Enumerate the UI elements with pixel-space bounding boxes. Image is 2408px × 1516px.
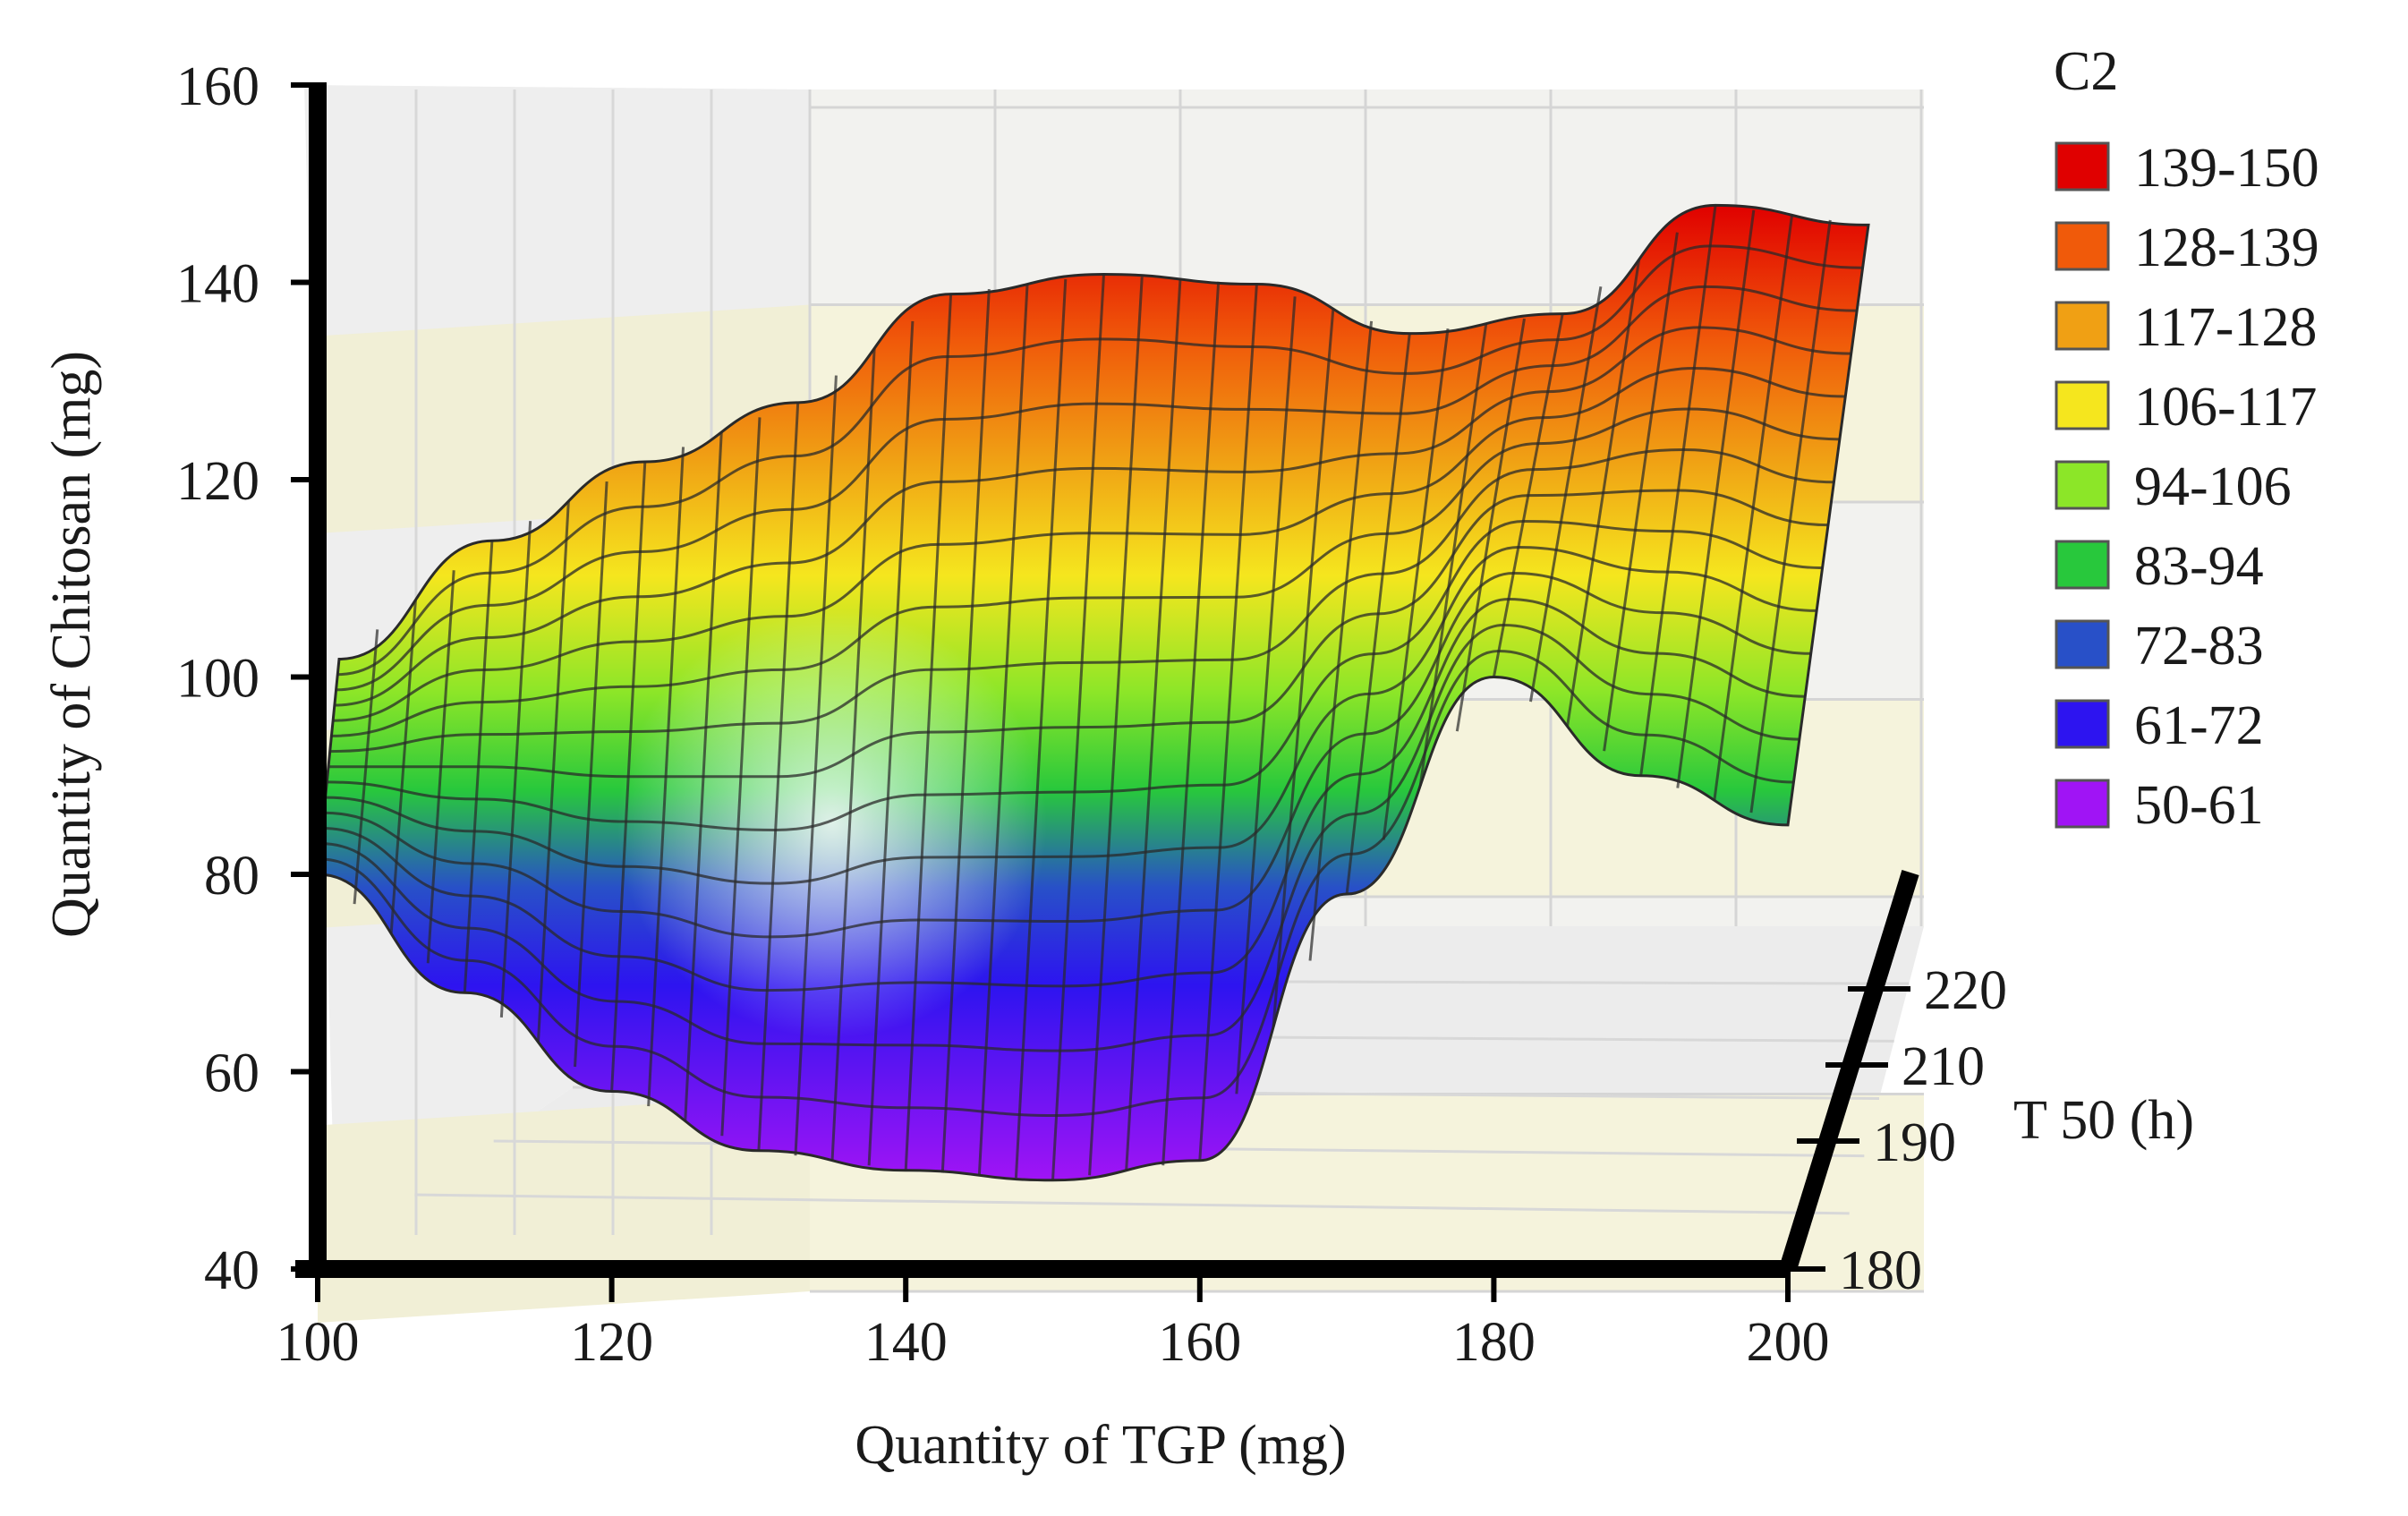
legend-swatch [2055, 619, 2110, 669]
legend-label: 139-150 [2134, 138, 2319, 199]
surface-mesh-line [1125, 278, 1182, 1171]
surface-mesh-line [1088, 277, 1144, 1176]
legend-label: 61-72 [2134, 695, 2264, 756]
surface-mesh-line [327, 520, 1823, 831]
surface-mesh-line [1161, 281, 1221, 1166]
surface-mesh-line [426, 570, 455, 964]
legend-swatch [2055, 460, 2110, 510]
surface-mesh-line [867, 320, 915, 1166]
surface-mesh-line [1455, 318, 1526, 732]
y-tick-label: 100 [176, 649, 260, 710]
surface-mesh-line [320, 624, 1800, 1052]
surface-mesh-line [337, 244, 1863, 677]
surface-mesh-line [1492, 313, 1564, 677]
surface-mesh-line [331, 407, 1840, 737]
surface-mesh-line [684, 431, 723, 1121]
legend: C2 139-150 128-139 117-128 106-117 94-106 83-… [2054, 41, 2319, 836]
surface-mesh-line [1345, 333, 1411, 895]
surface-mesh-line [757, 402, 800, 1151]
surface-mesh-line [610, 461, 647, 1092]
y-axis-title: Quantity of Chitosan (mg) [41, 351, 102, 938]
y-tick-label: 80 [204, 846, 260, 907]
z-tick-label: 210 [1902, 1036, 1985, 1097]
surface-mesh-line [574, 481, 608, 1068]
surface-mesh [319, 205, 1863, 1180]
surface-mesh-line [1308, 320, 1374, 961]
z-ticks: 180 190 210 220 [1763, 960, 2007, 1301]
surface-mesh-line [1418, 323, 1488, 786]
surface-mesh-line [1528, 286, 1603, 703]
x-tick-label: 160 [1158, 1312, 1241, 1373]
legend-label: 128-139 [2134, 217, 2319, 278]
y-ticks: 40 60 80 100 120 140 160 [176, 56, 327, 1301]
legend-swatch [2055, 699, 2110, 749]
surface-mesh-line [328, 489, 1829, 779]
surface-mesh-line [1014, 278, 1068, 1179]
floor-gridline [414, 1193, 1850, 1215]
surface-mesh-line [977, 284, 1029, 1176]
legend-label: 72-83 [2134, 616, 2264, 677]
surface-mesh-line [1749, 219, 1832, 813]
z-axis-line [1779, 870, 1919, 1272]
legend-swatch [2055, 301, 2110, 351]
surface-mesh-line [536, 501, 570, 1043]
y-tick-label: 60 [204, 1043, 260, 1104]
surface-mesh-line [647, 447, 685, 1107]
legend-title: C2 [2054, 41, 2118, 102]
surface-mesh-line [319, 650, 1794, 1117]
surface-mesh-line [463, 541, 494, 993]
z-tick-label: 180 [1839, 1240, 1922, 1301]
surface-mesh-line [1272, 308, 1335, 1028]
surface-mesh-line [323, 572, 1811, 939]
legend-swatch [2055, 540, 2110, 590]
surface-mesh-line [830, 348, 876, 1161]
surface-mesh-line [794, 375, 838, 1156]
legend-label: 83-94 [2134, 536, 2264, 597]
surface-mesh-line [322, 598, 1806, 992]
x-axis-title: Quantity of TGP (mg) [855, 1415, 1346, 1476]
legend-label: 94-106 [2134, 456, 2292, 517]
surface-mesh-line [1603, 232, 1679, 752]
surface-mesh-line [940, 288, 991, 1173]
x-tick-label: 100 [277, 1312, 360, 1373]
surface-mesh-line [720, 417, 762, 1137]
surface-mesh-line [499, 521, 532, 1018]
x-tick-label: 120 [570, 1312, 653, 1373]
z-tick-label: 220 [1924, 960, 2007, 1021]
x-tick-label: 180 [1452, 1312, 1536, 1373]
surface-highlight [617, 609, 1047, 1038]
y-tick-label: 160 [176, 56, 260, 117]
legend-swatch [2055, 221, 2110, 271]
surface-mesh-line [1198, 284, 1258, 1161]
z-axis-title: T 50 (h) [2013, 1090, 2194, 1151]
surface-mesh-line [1676, 209, 1756, 788]
surface-mesh-line [1051, 274, 1105, 1180]
surface-mesh-line [389, 600, 417, 934]
z-tick-label: 190 [1873, 1112, 1956, 1173]
legend-swatch [2055, 779, 2110, 829]
legend-swatch [2055, 380, 2110, 430]
y-tick-label: 140 [176, 254, 260, 315]
y-tick-label: 120 [176, 451, 260, 512]
surface-mesh-line [1566, 259, 1641, 727]
surface-mesh-line [353, 629, 379, 905]
surface-mesh-line [1639, 205, 1717, 776]
surface-mesh-line [904, 294, 953, 1171]
legend-swatch [2055, 141, 2110, 192]
legend-label: 106-117 [2134, 377, 2317, 438]
y-tick-label: 40 [204, 1240, 260, 1301]
x-tick-label: 140 [864, 1312, 948, 1373]
surface [316, 203, 1870, 1182]
surface-mesh-line [1235, 296, 1297, 1094]
surface-mesh-line [325, 546, 1817, 885]
x-ticks: 100 120 140 160 180 200 [277, 1260, 1830, 1373]
surface-mesh-line [1713, 215, 1794, 801]
legend-label: 50-61 [2134, 775, 2264, 836]
surface-mesh-line [1382, 328, 1450, 840]
x-tick-label: 200 [1747, 1312, 1830, 1373]
surface-mesh-line [336, 285, 1858, 692]
legend-label: 117-128 [2134, 297, 2317, 358]
